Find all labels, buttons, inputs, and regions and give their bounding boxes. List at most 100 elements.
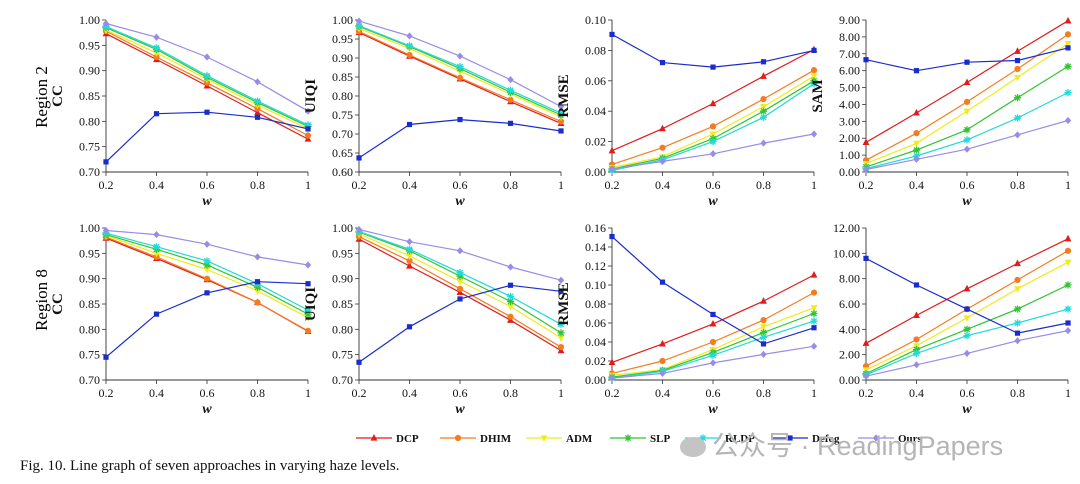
chart-panel-7: 0.00 0.02 0.04 0.06 0.08 0.10 0.12 0.14 0.16 0.2 0… <box>556 221 818 417</box>
figure-caption: Fig. 10. Line graph of seven approaches … <box>20 458 400 474</box>
data-point-slp <box>759 328 768 337</box>
data-point-dcp <box>963 284 971 292</box>
y-tick-label: 0.00 <box>839 373 860 387</box>
data-point-ours <box>1064 116 1072 125</box>
series-defog <box>103 109 311 165</box>
data-point-dhim <box>406 257 413 265</box>
series-line-defog <box>865 47 1069 72</box>
y-tick-label: 10.00 <box>833 246 860 260</box>
legend-label: DCP <box>396 433 419 445</box>
series-ours <box>862 116 1072 174</box>
x-tick-label: 0.8 <box>503 386 518 400</box>
legend-marker-dcp <box>370 434 378 441</box>
y-tick-label: 0.70 <box>79 165 100 179</box>
data-point-ours <box>203 240 211 248</box>
data-point-ours <box>406 238 413 246</box>
data-point-ours <box>659 369 666 377</box>
chart-panel-1: 0.70 0.75 0.80 0.85 0.90 0.95 1.00 0.2 0.4 0.6 0.8… <box>50 13 312 209</box>
y-tick-label: 0.90 <box>79 272 100 286</box>
data-point-adm <box>153 250 160 258</box>
series-line-defog <box>611 33 815 68</box>
y-tick-label: 0.02 <box>585 135 606 149</box>
data-point-dhim <box>507 313 514 320</box>
y-tick-label: 1.00 <box>839 148 860 162</box>
data-point-dhim <box>304 132 312 139</box>
data-point-slp <box>506 297 515 306</box>
legend-marker-slp <box>624 434 632 442</box>
data-point-ours <box>456 52 464 60</box>
data-point-defog <box>964 59 970 65</box>
data-point-rldp <box>506 292 515 300</box>
x-tick-label: 0.4 <box>149 386 164 400</box>
x-axis-label: w <box>962 194 972 209</box>
y-axis-label: RMSE <box>556 282 572 325</box>
data-point-dcp <box>608 358 616 366</box>
x-axis-label: w <box>455 194 465 209</box>
row-labels: Region 2 Region 8 <box>32 66 51 331</box>
data-point-defog <box>254 114 261 120</box>
data-point-defog <box>710 311 716 318</box>
data-point-dhim <box>507 96 514 103</box>
x-tick-label: 1 <box>1065 386 1071 400</box>
data-point-adm <box>507 303 514 311</box>
x-tick-label: 0.4 <box>655 178 670 192</box>
data-point-defog <box>254 279 261 285</box>
y-tick-label: 0.70 <box>79 373 100 387</box>
data-point-dhim <box>913 336 920 343</box>
series-ours <box>862 327 1072 380</box>
data-point-rldp <box>405 245 414 253</box>
data-point-slp <box>1013 305 1022 313</box>
data-point-defog <box>760 59 767 65</box>
data-point-ours <box>102 226 110 235</box>
data-point-ours <box>862 372 870 380</box>
data-point-rldp <box>152 243 161 251</box>
data-point-defog <box>1065 45 1071 51</box>
y-tick-label: 0.95 <box>79 246 100 260</box>
chart-panels: 0.70 0.75 0.80 0.85 0.90 0.95 1.00 0.2 0.4 0.6 0.8… <box>50 13 1072 417</box>
data-point-defog <box>558 288 564 294</box>
data-point-ours <box>963 145 971 153</box>
data-point-defog <box>457 116 463 123</box>
y-tick-label: 0.06 <box>585 74 606 88</box>
data-point-defog <box>204 109 210 115</box>
data-point-defog <box>609 233 615 240</box>
data-point-ours <box>355 17 363 25</box>
data-point-dcp <box>709 99 717 107</box>
x-tick-label: 0.6 <box>200 386 215 400</box>
data-point-ours <box>557 103 565 111</box>
legend-marker-defog <box>787 435 793 441</box>
x-tick-label: 0.6 <box>960 178 975 192</box>
x-tick-label: 0.8 <box>250 386 265 400</box>
data-point-rldp <box>203 257 211 265</box>
data-point-rldp <box>152 44 161 52</box>
data-point-dhim <box>1014 65 1021 73</box>
data-point-dhim <box>153 53 160 61</box>
data-point-adm <box>709 131 717 138</box>
x-tick-label: 0.8 <box>1010 386 1025 400</box>
y-tick-label: 1.00 <box>79 221 100 235</box>
x-tick-label: 0.6 <box>453 386 468 400</box>
legend-marker-rldp <box>699 434 707 442</box>
legend-label: RLDP <box>725 433 755 445</box>
legend-item-ours: Ours <box>858 433 923 445</box>
data-point-rldp <box>709 138 717 146</box>
data-point-defog <box>863 255 869 261</box>
data-point-dhim <box>709 338 717 346</box>
data-point-dhim <box>203 275 211 282</box>
series-line-dhim <box>105 236 309 332</box>
series-line-defog <box>358 118 562 159</box>
series-ours <box>355 225 565 284</box>
data-point-dhim <box>456 74 464 81</box>
data-point-defog <box>863 57 869 63</box>
y-tick-label: 0.85 <box>79 89 100 103</box>
y-tick-label: 4.00 <box>839 322 860 336</box>
data-point-ours <box>810 130 818 138</box>
data-point-dhim <box>557 343 565 351</box>
data-point-dcp <box>810 271 818 278</box>
data-point-rldp <box>456 268 464 277</box>
data-point-adm <box>1014 286 1021 293</box>
y-tick-label: 0.00 <box>585 165 606 179</box>
data-point-dcp <box>254 108 261 116</box>
data-point-adm <box>963 315 971 322</box>
